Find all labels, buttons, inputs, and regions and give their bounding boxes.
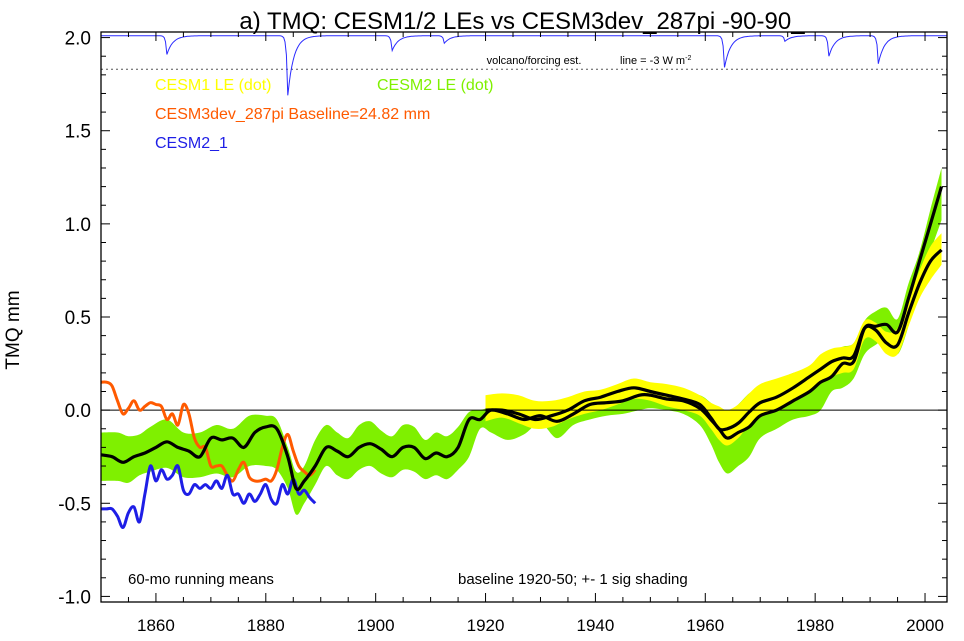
baseline-note: baseline 1920-50; +- 1 sig shading	[458, 571, 688, 588]
volcano-label: volcano/forcing est.	[487, 55, 582, 67]
x-tick-label: 2000	[906, 616, 944, 635]
y-axis-label: TMQ mm	[3, 290, 24, 369]
series-lines	[100, 186, 947, 529]
legend-cesm2-1: CESM2_1	[155, 135, 228, 152]
legend-cesm2: CESM2 LE (dot)	[377, 77, 493, 94]
y-tick-label: 2.0	[65, 29, 91, 50]
x-tick-label: 1920	[467, 616, 505, 635]
volcano-scale-superscript: -2	[685, 55, 691, 62]
chart-title: a) TMQ: CESM1/2 LEs vs CESM3dev_287pi -9…	[239, 8, 805, 35]
volcano-forcing-line	[101, 35, 947, 96]
x-tick-label: 1880	[247, 616, 285, 635]
legend-cesm1: CESM1 LE (dot)	[155, 77, 271, 94]
y-tick-label: 0.0	[65, 401, 91, 422]
x-tick-label: 1940	[577, 616, 615, 635]
x-tick-label: 1980	[796, 616, 834, 635]
x-tick-label: 1860	[137, 616, 175, 635]
uncertainty-bands	[101, 168, 942, 515]
line-cesm2-1	[101, 464, 317, 529]
mean-cesm1-le-mean	[485, 248, 943, 432]
line-cesm3dev-287pi	[100, 380, 317, 483]
y-tick-label: 1.0	[65, 215, 91, 236]
x-tick-label: 1900	[357, 616, 395, 635]
volcano-scale-label: line = -3 W m-2	[620, 55, 691, 67]
band-cesm2-le-dot	[101, 168, 942, 515]
legend-cesm3dev: CESM3dev_287pi Baseline=24.82 mm	[155, 106, 430, 123]
band-cesm1-le-dot	[485, 233, 942, 446]
axes: 1860 1880 1900 1920 1940 1960 1980 2000 -1.0 -0.5…	[58, 29, 948, 635]
x-tick-label: 1960	[686, 616, 724, 635]
volcano-scale-text: line = -3 W m	[620, 55, 685, 67]
y-tick-label: -1.0	[58, 587, 91, 608]
mean-cesm2-le-mean	[100, 186, 944, 492]
running-means-note: 60-mo running means	[128, 571, 274, 588]
y-tick-label: 0.5	[65, 308, 91, 329]
volcano-forcing-panel	[101, 35, 947, 96]
y-tick-label: -0.5	[58, 494, 91, 515]
y-tick-label: 1.5	[65, 122, 91, 143]
